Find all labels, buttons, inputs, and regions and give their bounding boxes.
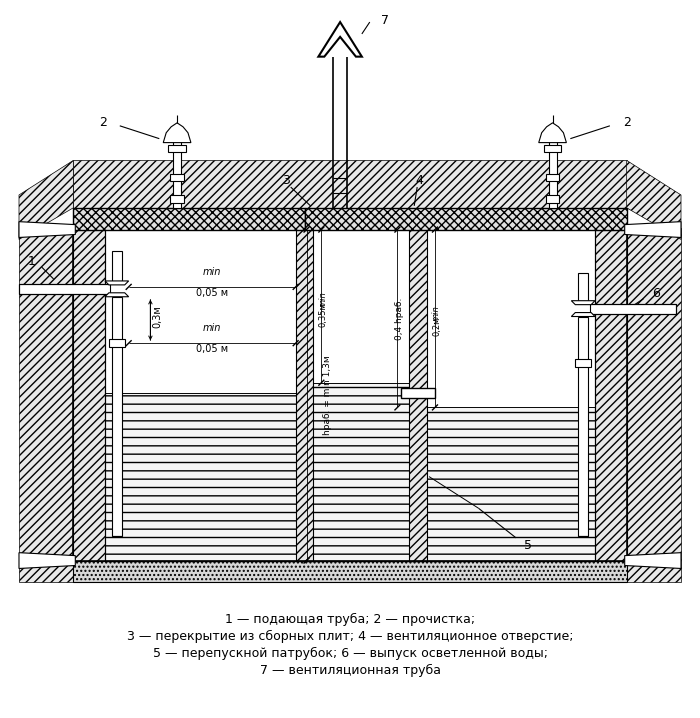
Polygon shape [624, 222, 681, 238]
Bar [427, 230, 595, 407]
Polygon shape [626, 160, 681, 239]
Bar [173, 131, 181, 208]
Text: hраб. = min 1,3м: hраб. = min 1,3м [323, 355, 332, 435]
Text: min: min [318, 291, 328, 307]
Bar [74, 230, 105, 561]
Bar [545, 195, 559, 203]
Text: 2: 2 [99, 116, 107, 129]
Text: 0,2м: 0,2м [432, 317, 441, 336]
Text: 7: 7 [381, 14, 388, 27]
Polygon shape [539, 123, 566, 143]
Polygon shape [105, 293, 129, 297]
Polygon shape [19, 553, 76, 569]
Text: 3 — перекрытие из сборных плит; 4 — вентиляционное отверстие;: 3 — перекрытие из сборных плит; 4 — вент… [127, 630, 573, 643]
Bar [549, 131, 557, 208]
Bar [295, 230, 314, 561]
Bar [74, 208, 304, 230]
Polygon shape [163, 123, 191, 143]
Text: 3: 3 [282, 174, 290, 187]
Text: 1: 1 [28, 255, 36, 268]
Bar [105, 393, 295, 561]
Polygon shape [624, 553, 681, 569]
Text: 5: 5 [524, 539, 532, 552]
Polygon shape [19, 160, 74, 239]
Text: 0,05 м: 0,05 м [195, 288, 228, 298]
Bar [170, 174, 184, 181]
Polygon shape [19, 228, 74, 582]
Polygon shape [318, 22, 362, 57]
Bar [575, 359, 591, 367]
Bar [544, 144, 561, 152]
Text: 6: 6 [652, 287, 660, 300]
Bar [19, 284, 110, 294]
Text: 0,35м: 0,35м [318, 302, 328, 327]
Bar [578, 317, 588, 536]
Text: 0,3м: 0,3м [153, 305, 162, 328]
Text: min: min [432, 306, 441, 322]
Bar [112, 297, 122, 536]
Text: min: min [202, 267, 221, 277]
Bar [168, 144, 186, 152]
Bar [545, 174, 559, 181]
Bar [170, 195, 184, 203]
Bar [105, 230, 295, 393]
Text: 1 — подающая труба; 2 — прочистка;: 1 — подающая труба; 2 — прочистка; [225, 613, 475, 626]
Polygon shape [571, 312, 595, 317]
Bar [590, 304, 676, 314]
Polygon shape [105, 281, 129, 285]
Bar [314, 383, 410, 561]
Bar [314, 230, 410, 383]
Bar [112, 251, 122, 281]
Text: min: min [202, 323, 221, 333]
Polygon shape [571, 301, 595, 304]
Polygon shape [19, 222, 76, 238]
Bar [427, 407, 595, 561]
Text: 4: 4 [415, 174, 423, 187]
Text: 0,4 hраб.: 0,4 hраб. [395, 297, 404, 340]
Bar [74, 160, 626, 208]
Text: 2: 2 [623, 116, 631, 129]
Bar [595, 230, 626, 561]
Bar [74, 561, 626, 582]
Bar [109, 339, 125, 347]
Bar [304, 208, 626, 230]
Text: 7 — вентиляционная труба: 7 — вентиляционная труба [260, 663, 440, 677]
Bar [401, 388, 435, 398]
Text: 0,05 м: 0,05 м [195, 344, 228, 354]
Text: 5 — перепускной патрубок; 6 — выпуск осветленной воды;: 5 — перепускной патрубок; 6 — выпуск осв… [153, 647, 547, 660]
Bar [410, 230, 427, 561]
Polygon shape [626, 228, 681, 582]
Bar [578, 273, 588, 301]
